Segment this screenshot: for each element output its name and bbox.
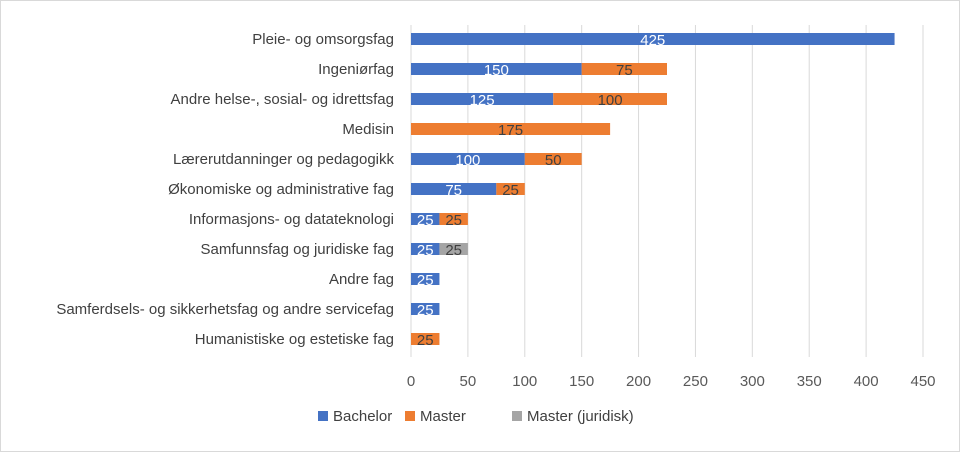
bar-segment-master bbox=[439, 213, 468, 225]
category-label: Humanistiske og estetiske fag bbox=[195, 331, 394, 348]
bar-segment-master bbox=[496, 183, 525, 195]
data-label: 150 bbox=[484, 62, 509, 79]
x-tick-label: 50 bbox=[460, 373, 477, 390]
data-label: 25 bbox=[417, 272, 434, 289]
category-label: Pleie- og omsorgsfag bbox=[252, 31, 394, 48]
category-label: Lærerutdanninger og pedagogikk bbox=[173, 151, 394, 168]
bar-segment-master bbox=[411, 333, 440, 345]
data-label: 25 bbox=[417, 212, 434, 229]
data-label: 25 bbox=[417, 242, 434, 259]
legend-label: Bachelor bbox=[333, 408, 392, 425]
x-tick-label: 450 bbox=[910, 373, 935, 390]
category-label: Økonomiske og administrative fag bbox=[168, 181, 394, 198]
data-label: 25 bbox=[445, 242, 462, 259]
bar-segment-bachelor bbox=[411, 183, 497, 195]
category-label: Andre fag bbox=[329, 271, 394, 288]
data-label: 75 bbox=[616, 62, 633, 79]
x-tick-label: 200 bbox=[626, 373, 651, 390]
bar-segment-master bbox=[411, 123, 611, 135]
data-label: 425 bbox=[640, 32, 665, 49]
x-tick-label: 0 bbox=[407, 373, 415, 390]
x-tick-label: 350 bbox=[797, 373, 822, 390]
bar-segment-master-juridisk bbox=[439, 243, 468, 255]
category-label: Informasjons- og datateknologi bbox=[189, 211, 394, 228]
data-label: 125 bbox=[470, 92, 495, 109]
bar-segment-bachelor bbox=[411, 273, 440, 285]
bar-segment-bachelor bbox=[411, 303, 440, 315]
bar-segment-master bbox=[524, 153, 582, 165]
x-tick-label: 400 bbox=[854, 373, 879, 390]
x-tick-label: 300 bbox=[740, 373, 765, 390]
bar-segment-bachelor bbox=[411, 63, 582, 75]
legend-swatch bbox=[318, 411, 328, 421]
bar-segment-bachelor bbox=[411, 213, 440, 225]
legend-label: Master (juridisk) bbox=[527, 408, 634, 425]
bar-segment-master bbox=[581, 63, 667, 75]
bar-segment-bachelor bbox=[411, 93, 554, 105]
bar-segment-bachelor bbox=[411, 153, 525, 165]
category-label: Andre helse-, sosial- og idrettsfag bbox=[171, 91, 394, 108]
x-tick-label: 250 bbox=[683, 373, 708, 390]
data-label: 25 bbox=[445, 212, 462, 229]
legend-swatch bbox=[512, 411, 522, 421]
category-label: Medisin bbox=[342, 121, 394, 138]
x-tick-label: 100 bbox=[512, 373, 537, 390]
category-label: Samferdsels- og sikkerhetsfag og andre s… bbox=[56, 301, 394, 318]
data-label: 100 bbox=[598, 92, 623, 109]
data-label: 25 bbox=[417, 332, 434, 349]
bar-segment-bachelor bbox=[411, 33, 895, 45]
bar-segment-bachelor bbox=[411, 243, 440, 255]
legend-label: Master bbox=[420, 408, 466, 425]
data-label: 175 bbox=[498, 122, 523, 139]
category-label: Samfunnsfag og juridiske fag bbox=[201, 241, 394, 258]
data-label: 50 bbox=[545, 152, 562, 169]
category-label: Ingeniørfag bbox=[318, 61, 394, 78]
data-label: 100 bbox=[455, 152, 480, 169]
bar-segment-master bbox=[553, 93, 667, 105]
data-label: 25 bbox=[417, 302, 434, 319]
x-tick-label: 150 bbox=[569, 373, 594, 390]
legend-swatch bbox=[405, 411, 415, 421]
data-label: 75 bbox=[445, 182, 462, 199]
data-label: 25 bbox=[502, 182, 519, 199]
